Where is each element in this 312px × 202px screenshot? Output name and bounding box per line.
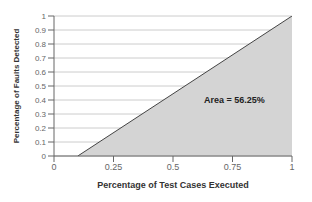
svg-text:1: 1	[289, 162, 294, 172]
svg-text:0.6: 0.6	[35, 68, 47, 77]
svg-text:0: 0	[51, 162, 56, 172]
svg-text:1: 1	[42, 12, 47, 21]
svg-text:Area = 56.25%: Area = 56.25%	[204, 95, 265, 105]
svg-text:0.1: 0.1	[35, 138, 47, 147]
svg-text:Percentage of Test Cases Execu: Percentage of Test Cases Executed	[97, 180, 248, 190]
svg-text:0.5: 0.5	[35, 82, 47, 91]
svg-text:Percentage of Faults Detected: Percentage of Faults Detected	[12, 29, 21, 144]
svg-text:0.25: 0.25	[105, 162, 123, 172]
svg-text:0.5: 0.5	[167, 162, 180, 172]
svg-text:0.9: 0.9	[35, 26, 47, 35]
svg-text:0.7: 0.7	[35, 54, 47, 63]
svg-text:0.4: 0.4	[35, 96, 47, 105]
svg-text:0.75: 0.75	[224, 162, 242, 172]
svg-text:0: 0	[42, 152, 47, 161]
svg-text:0.3: 0.3	[35, 110, 47, 119]
svg-text:0.8: 0.8	[35, 40, 47, 49]
svg-text:0.2: 0.2	[35, 124, 47, 133]
